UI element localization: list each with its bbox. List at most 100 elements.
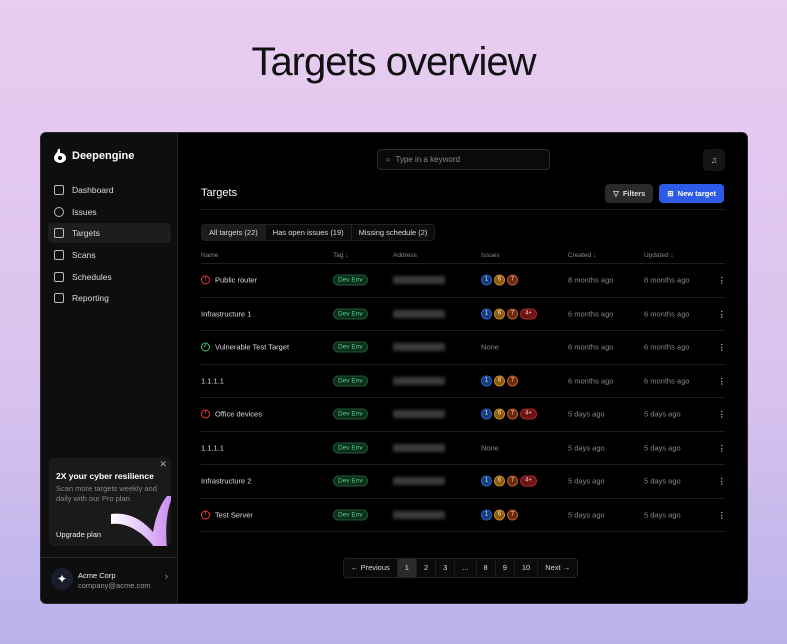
target-name[interactable]: ! Test Server	[201, 510, 253, 520]
created: 5 days ago	[568, 476, 605, 486]
app-window: Deepengine Dashboard Issues Targets Scans Sc…	[40, 132, 748, 604]
hero-title: Targets overview	[251, 40, 536, 84]
chart-icon	[54, 185, 64, 195]
filters-label: Filters	[622, 189, 646, 198]
page-3[interactable]: 3	[436, 559, 456, 577]
sidebar-item-label: Dashboard	[72, 185, 114, 195]
plus-square-icon: ⊞	[667, 189, 674, 198]
upgrade-plan-button[interactable]: Upgrade plan	[56, 530, 102, 539]
table-row[interactable]: ✓ Vulnerable Test Target Dev Env None 6 m…	[201, 331, 726, 365]
issue-count-badge: 1	[481, 274, 492, 286]
updated: 6 months ago	[644, 376, 690, 386]
tab-open-issues[interactable]: Has open issues (19)	[266, 225, 352, 240]
alert-icon: !	[201, 510, 210, 520]
sidebar-item-label: Targets	[72, 228, 100, 239]
created: 5 days ago	[568, 443, 605, 453]
sidebar-item-targets[interactable]: Targets	[48, 223, 171, 244]
upgrade-promo: 2X your cyber resilience ✕ Scan more tar…	[49, 458, 171, 546]
issue-count-badge: 7	[507, 274, 518, 286]
more-menu-icon[interactable]: ⋮	[718, 476, 726, 486]
new-target-button[interactable]: ⊞ New target	[659, 184, 724, 203]
table-row[interactable]: 1.1.1.1 Dev Env None 5 days ago 5 days a…	[201, 432, 726, 465]
col-issues: Issues	[481, 252, 500, 259]
sidebar-item-schedules[interactable]: Schedules	[48, 267, 171, 287]
table-row[interactable]: ! Office devices Dev Env 1 6 7 4+ 5 days ago…	[201, 398, 726, 432]
issues-none: None	[481, 443, 499, 453]
bell-icon[interactable]: ♫	[703, 149, 725, 171]
target-name-text: Office devices	[215, 409, 262, 419]
promo-text: Scan more targets weekly and daily with …	[56, 484, 157, 503]
issues-badges: None	[481, 443, 499, 452]
table-row[interactable]: Infrastructure 2 Dev Env 1 6 7 4+ 5 days ag…	[201, 465, 726, 499]
alert-icon: !	[201, 409, 210, 419]
report-icon	[54, 293, 64, 304]
next-button[interactable]: Next →	[545, 563, 571, 572]
col-updated[interactable]: Updated ↓	[644, 252, 674, 259]
tab-all-targets[interactable]: All targets (22)	[202, 225, 266, 240]
col-name: Name	[201, 252, 219, 259]
col-tag[interactable]: Tag ↓	[333, 252, 349, 259]
sidebar-item-scans[interactable]: Scans	[48, 245, 171, 265]
issue-count-badge: 1	[481, 509, 492, 521]
target-name[interactable]: ! Office devices	[201, 409, 262, 419]
more-menu-icon[interactable]: ⋮	[718, 275, 726, 285]
calendar-icon	[54, 271, 64, 282]
close-icon[interactable]: ✕	[159, 459, 167, 469]
address-redacted	[393, 510, 445, 519]
page-2[interactable]: 2	[417, 559, 437, 577]
more-menu-icon[interactable]: ⋮	[718, 342, 726, 352]
account-switcher[interactable]: ✦ Acme Corp company@acme.com ›	[41, 557, 178, 603]
target-name-text: 1.1.1.1	[201, 443, 224, 453]
tab-missing-schedule[interactable]: Missing schedule (2)	[358, 228, 428, 237]
updated: 5 days ago	[644, 443, 681, 453]
search-input[interactable]: ⌕ Type in a keyword	[377, 149, 550, 170]
target-name[interactable]: 1.1.1.1	[201, 443, 224, 452]
target-name[interactable]: Infrastructure 1	[201, 309, 251, 318]
target-name-text: Infrastructure 1	[201, 309, 252, 319]
address-redacted	[393, 309, 445, 318]
sidebar-item-label: Reporting	[72, 293, 109, 304]
created: 6 months ago	[568, 342, 614, 352]
address-redacted	[393, 376, 445, 385]
issue-count-badge: 7	[507, 408, 518, 420]
table-row[interactable]: Infrastructure 1 Dev Env 1 6 7 4+ 6 months …	[201, 298, 726, 331]
page-9[interactable]: 9	[496, 559, 515, 577]
col-created[interactable]: Created ↓	[568, 252, 597, 259]
more-menu-icon[interactable]: ⋮	[718, 443, 726, 453]
sidebar-nav: Dashboard Issues Targets Scans Schedules Repo…	[48, 180, 171, 310]
tag-badge: Dev Env	[333, 408, 368, 420]
sidebar-item-label: Schedules	[72, 271, 112, 282]
more-menu-icon[interactable]: ⋮	[718, 510, 726, 520]
sidebar-item-dashboard[interactable]: Dashboard	[48, 180, 171, 200]
sidebar-item-reporting[interactable]: Reporting	[48, 288, 171, 308]
page-10[interactable]: 10	[515, 559, 539, 577]
tag-badge: Dev Env	[333, 341, 368, 353]
target-name[interactable]: 1.1.1.1	[201, 376, 224, 385]
issue-count-badge: 4+	[520, 408, 537, 420]
previous-button[interactable]: ← Previous	[344, 559, 398, 577]
target-name-text: 1.1.1.1	[201, 376, 224, 386]
sidebar-item-issues[interactable]: Issues	[48, 202, 171, 222]
page-1[interactable]: 1	[397, 559, 417, 577]
table-header: Name Tag ↓ Address Issues Created ↓ Upda…	[201, 252, 725, 264]
target-name[interactable]: ✓ Vulnerable Test Target	[201, 342, 289, 352]
issue-count-badge: 6	[494, 408, 505, 420]
page-title: Targets	[201, 187, 238, 199]
more-menu-icon[interactable]: ⋮	[718, 409, 726, 419]
issue-count-badge: 6	[494, 308, 505, 320]
filters-button[interactable]: ▽ Filters	[605, 184, 654, 203]
more-menu-icon[interactable]: ⋮	[718, 376, 726, 386]
issue-count-badge: 6	[494, 375, 505, 387]
account-name: Acme Corp	[78, 571, 116, 580]
target-name-text: Infrastructure 2	[201, 476, 252, 486]
more-menu-icon[interactable]: ⋮	[718, 309, 726, 319]
account-email: company@acme.com	[78, 581, 151, 590]
target-name[interactable]: ! Public router	[201, 275, 257, 285]
target-name[interactable]: Infrastructure 2	[201, 477, 251, 486]
page-8[interactable]: 8	[477, 559, 496, 577]
